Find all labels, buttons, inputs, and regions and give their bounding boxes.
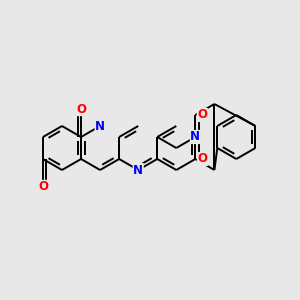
Text: N: N — [190, 130, 200, 143]
Text: N: N — [133, 164, 143, 176]
Text: O: O — [76, 103, 86, 116]
Text: O: O — [197, 109, 207, 122]
Text: O: O — [197, 152, 207, 166]
Text: N: N — [95, 119, 105, 133]
Text: O: O — [38, 180, 48, 194]
